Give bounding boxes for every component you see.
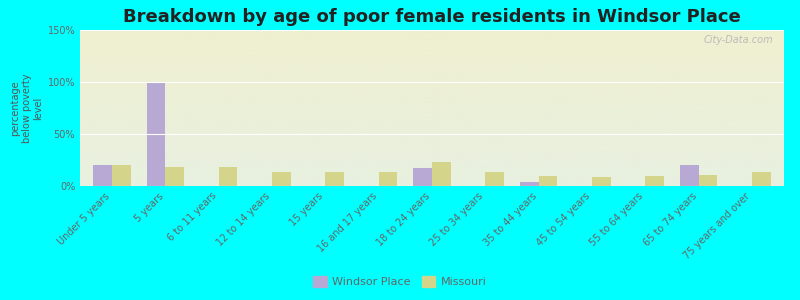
Text: City-Data.com: City-Data.com — [704, 35, 774, 45]
Bar — [166, 167, 184, 186]
Bar — [538, 176, 558, 186]
Bar — [94, 165, 112, 186]
Bar — [146, 82, 166, 186]
Bar — [520, 182, 538, 186]
Legend: Windsor Place, Missouri: Windsor Place, Missouri — [309, 271, 491, 291]
Bar — [646, 176, 664, 186]
Bar — [378, 172, 398, 186]
Y-axis label: percentage
below poverty
level: percentage below poverty level — [10, 73, 43, 143]
Bar — [592, 177, 610, 186]
Bar — [272, 172, 290, 186]
Bar — [112, 165, 130, 186]
Bar — [414, 168, 432, 186]
Bar — [752, 172, 770, 186]
Bar — [680, 165, 698, 186]
Bar — [432, 162, 450, 186]
Bar — [698, 175, 718, 186]
Bar — [486, 172, 504, 186]
Bar — [326, 172, 344, 186]
Bar — [218, 167, 238, 186]
Title: Breakdown by age of poor female residents in Windsor Place: Breakdown by age of poor female resident… — [123, 8, 741, 26]
